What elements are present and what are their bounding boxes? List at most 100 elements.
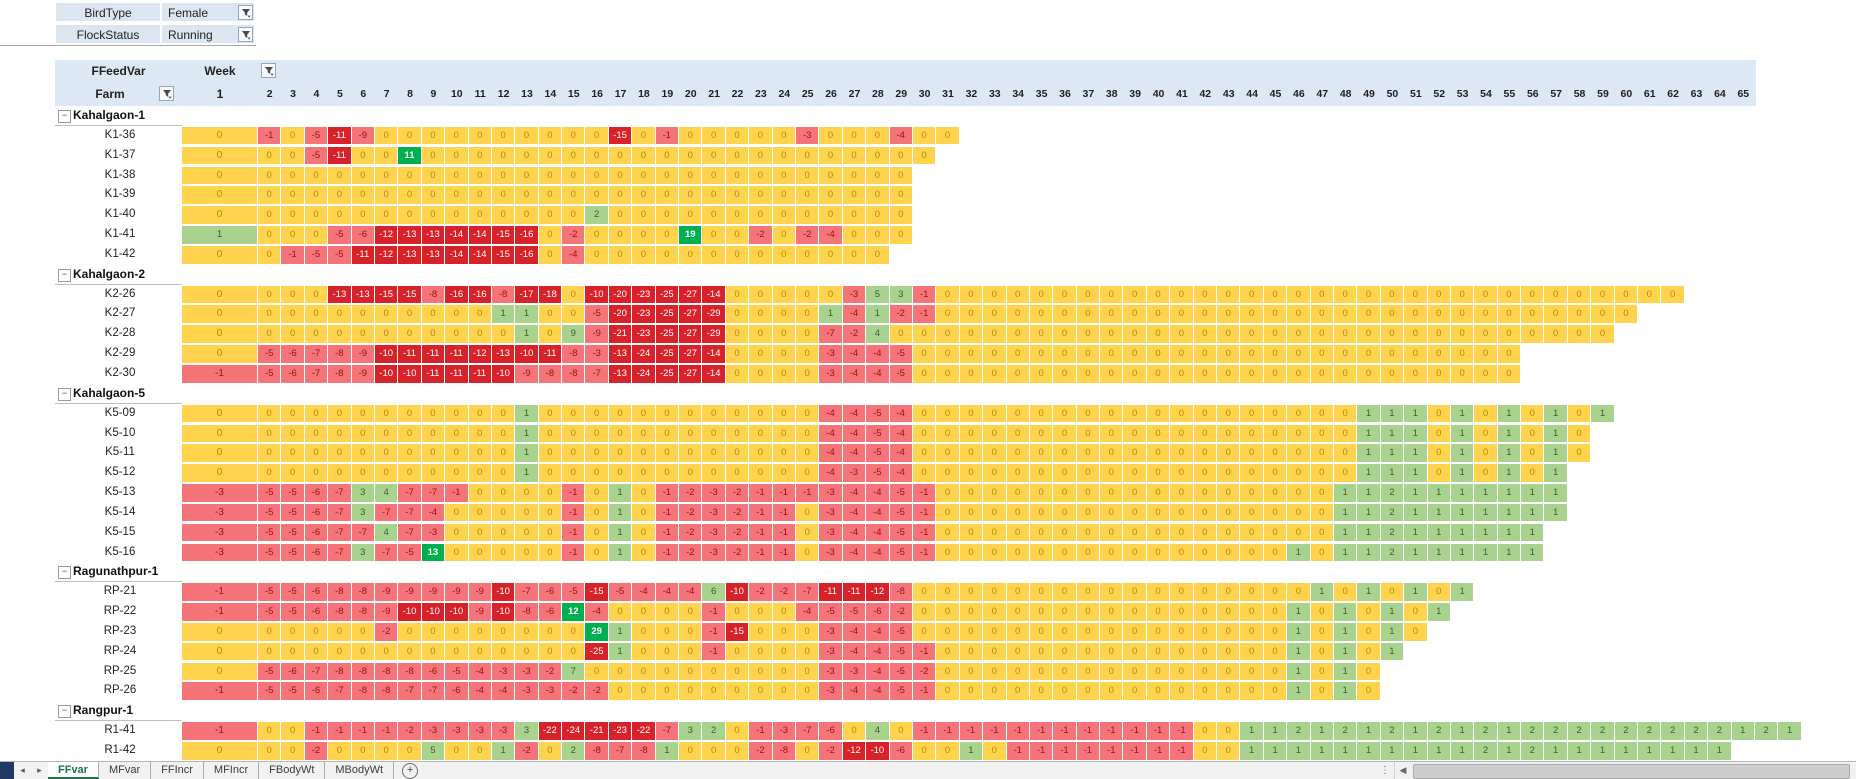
pivot-value-cell[interactable]: -7 [328,503,352,522]
week-column-header[interactable]: 49 [1363,88,1375,100]
pivot-value-cell[interactable]: 0 [1521,444,1545,462]
pivot-value-cell[interactable]: 0 [281,285,305,304]
pivot-value-cell[interactable]: 0 [725,742,750,760]
pivot-value-cell[interactable]: 0 [1146,543,1171,562]
pivot-value-cell[interactable]: -5 [889,662,913,681]
pivot-value-cell[interactable]: 0 [1006,345,1030,363]
pivot-value-cell[interactable]: -7 [304,662,329,681]
pivot-value-cell[interactable]: 0 [1217,642,1241,661]
pivot-value-cell[interactable]: 0 [585,662,609,681]
pivot-value-cell[interactable]: 0 [1053,464,1077,482]
week-column-header[interactable]: 9 [430,88,437,100]
pivot-value-cell[interactable]: -22 [538,722,563,740]
pivot-value-cell[interactable]: 0 [936,583,960,601]
pivot-value-cell[interactable]: 0 [468,404,492,423]
pivot-value-cell[interactable]: -4 [866,484,890,502]
pivot-value-cell[interactable]: 0 [632,245,656,264]
week-column-header[interactable]: 57 [1550,88,1563,100]
pivot-value-cell[interactable]: 0 [281,722,305,740]
pivot-value-cell[interactable]: 0 [1076,603,1101,621]
pivot-value-cell[interactable]: 0 [1193,484,1218,502]
pivot-value-cell[interactable]: 0 [772,622,796,641]
pivot-value-cell[interactable]: -3 [445,722,469,740]
pivot-value-cell[interactable]: 0 [1263,662,1288,681]
pivot-value-cell[interactable]: 0 [1029,444,1054,462]
pivot-value-cell[interactable]: -10 [515,345,539,363]
pivot-value-cell[interactable]: -1 [182,682,258,701]
pivot-value-cell[interactable]: -7 [374,503,399,522]
pivot-value-cell[interactable]: -15 [608,126,633,145]
week-column-header[interactable]: 55 [1503,88,1516,100]
farm-name-cell[interactable]: K1-42 [104,247,136,260]
pivot-value-cell[interactable]: 0 [1006,603,1030,621]
pivot-value-cell[interactable]: -8 [351,662,375,681]
pivot-value-cell[interactable]: -7 [421,682,446,701]
pivot-value-cell[interactable]: -4 [842,484,867,502]
horizontal-scrollbar-thumb[interactable] [1413,764,1850,779]
pivot-value-cell[interactable]: 5 [421,742,446,760]
collapse-group-icon[interactable]: − [58,705,71,719]
pivot-value-cell[interactable]: 1 [1591,404,1615,423]
pivot-value-cell[interactable]: 0 [445,126,469,145]
pivot-value-cell[interactable]: 0 [795,206,820,224]
pivot-value-cell[interactable]: -2 [912,662,937,681]
pivot-value-cell[interactable]: 0 [1380,583,1405,601]
pivot-value-cell[interactable]: -1 [1100,722,1124,740]
pivot-value-cell[interactable]: 2 [1544,722,1568,740]
pivot-value-cell[interactable]: 7 [562,662,586,681]
pivot-value-cell[interactable]: 0 [304,206,329,224]
pivot-value-cell[interactable]: -1 [1123,742,1147,760]
pivot-value-cell[interactable]: -3 [182,523,258,542]
pivot-value-cell[interactable]: 0 [585,166,609,185]
pivot-value-cell[interactable]: -1 [983,722,1007,740]
pivot-value-cell[interactable]: 0 [679,603,703,621]
pivot-value-cell[interactable]: 9 [562,325,586,343]
pivot-value-cell[interactable]: -7 [304,364,329,383]
week-column-header[interactable]: 27 [848,88,861,100]
pivot-value-cell[interactable]: -1 [749,523,773,542]
pivot-value-cell[interactable]: 2 [1614,722,1639,740]
pivot-value-cell[interactable]: 1 [1357,484,1381,502]
pivot-value-cell[interactable]: 0 [1029,305,1054,324]
pivot-value-cell[interactable]: 0 [1357,603,1381,621]
pivot-value-cell[interactable]: -29 [702,325,726,343]
pivot-value-cell[interactable]: 0 [772,682,796,701]
pivot-value-cell[interactable]: 0 [445,424,469,443]
week-column-header[interactable]: 56 [1526,88,1539,100]
pivot-value-cell[interactable]: 1 [1404,484,1428,502]
pivot-value-cell[interactable]: 1 [1450,742,1475,760]
pivot-value-cell[interactable]: 0 [772,126,796,145]
pivot-value-cell[interactable]: 0 [936,523,960,542]
pivot-value-cell[interactable]: 0 [655,662,680,681]
pivot-value-cell[interactable]: 0 [1427,325,1451,343]
pivot-value-cell[interactable]: 2 [1567,722,1592,740]
pivot-value-cell[interactable]: 0 [585,424,609,443]
pivot-value-cell[interactable]: -7 [398,484,422,502]
pivot-value-cell[interactable]: 0 [959,583,984,601]
pivot-value-cell[interactable]: -11 [398,345,422,363]
pivot-value-cell[interactable]: -9 [515,364,539,383]
pivot-value-cell[interactable]: 0 [1076,583,1101,601]
pivot-value-cell[interactable]: -27 [679,285,703,304]
pivot-value-cell[interactable]: 1 [1380,603,1405,621]
pivot-value-cell[interactable]: 0 [182,464,258,482]
pivot-value-cell[interactable]: -5 [281,523,305,542]
pivot-value-cell[interactable]: -5 [281,543,305,562]
pivot-value-cell[interactable]: 0 [1497,305,1522,324]
pivot-value-cell[interactable]: -5 [889,543,913,562]
pivot-value-cell[interactable]: 0 [1100,305,1124,324]
pivot-value-cell[interactable]: 0 [351,622,375,641]
farm-name-cell[interactable]: RP-25 [103,664,137,677]
pivot-value-cell[interactable]: 0 [445,404,469,423]
pivot-value-cell[interactable]: 0 [421,404,446,423]
pivot-value-cell[interactable]: 0 [795,523,820,542]
pivot-value-cell[interactable]: -3 [468,722,492,740]
pivot-value-cell[interactable]: 0 [538,206,563,224]
pivot-value-cell[interactable]: 0 [351,444,375,462]
pivot-value-cell[interactable]: 0 [655,245,680,264]
sheet-tab-ffvar[interactable]: FFvar [48,762,99,779]
pivot-value-cell[interactable]: 0 [819,285,843,304]
pivot-value-cell[interactable]: 0 [632,682,656,701]
pivot-value-cell[interactable]: 0 [1006,285,1030,304]
sheet-tab-fbodywt[interactable]: FBodyWt [259,762,326,779]
